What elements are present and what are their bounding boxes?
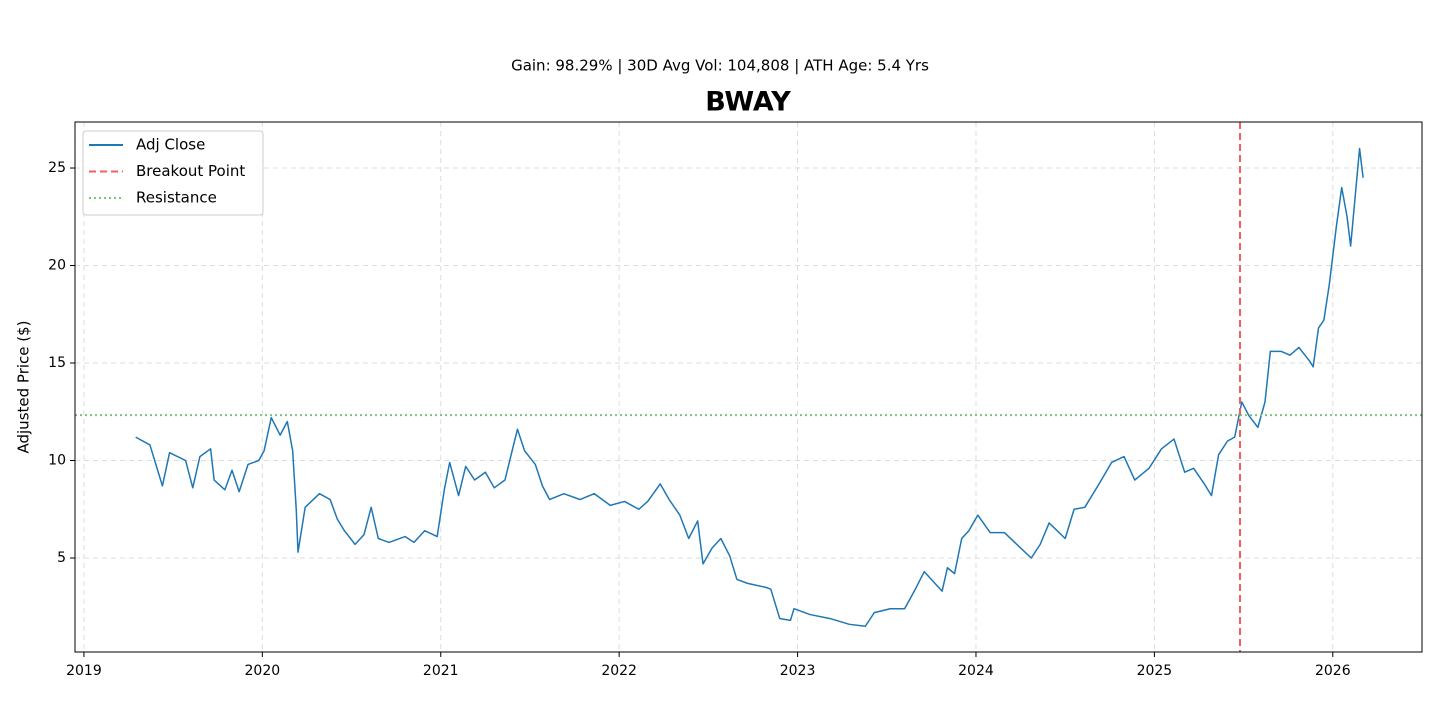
x-tick-label: 2021 <box>423 663 459 679</box>
x-tick-label: 2023 <box>780 663 816 679</box>
x-tick-label: 2020 <box>245 663 281 679</box>
legend-label: Resistance <box>136 189 217 207</box>
x-tick-label: 2024 <box>958 663 994 679</box>
x-tick-label: 2025 <box>1137 663 1173 679</box>
legend-label: Breakout Point <box>136 162 245 180</box>
y-tick-label: 15 <box>48 355 66 371</box>
chart-subtitle: Gain: 98.29% | 30D Avg Vol: 104,808 | AT… <box>511 57 929 75</box>
x-tick-label: 2019 <box>66 663 102 679</box>
price-line <box>135 147 1364 628</box>
chart-title: BWAY <box>705 87 791 118</box>
legend-label: Adj Close <box>136 136 205 154</box>
x-tick-label: 2022 <box>601 663 637 679</box>
y-tick-label: 25 <box>48 160 66 176</box>
legend-box <box>82 130 264 216</box>
y-tick-label: 5 <box>57 550 66 566</box>
y-tick-label: 10 <box>48 453 66 469</box>
plot-frame <box>74 121 1423 653</box>
x-tick-label: 2026 <box>1315 663 1351 679</box>
legend: Adj Close Breakout Point Resistance <box>82 130 264 216</box>
y-tick-label: 20 <box>48 258 66 274</box>
y-axis-label: Adjusted Price ($) <box>15 320 33 453</box>
